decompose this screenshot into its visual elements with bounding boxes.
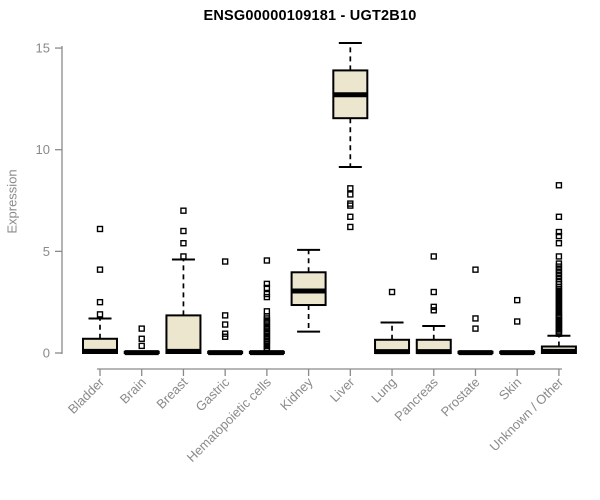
outlier-point-gastric (221, 312, 229, 319)
x-tick-label-lung: Lung (368, 375, 399, 406)
outlier-point-pancreas (430, 253, 437, 260)
x-tick-label-prostate: Prostate (438, 375, 483, 420)
x-tick-label-breast: Breast (153, 374, 190, 411)
outlier-point-breast (180, 240, 187, 247)
outlier-point-brain (138, 325, 145, 332)
outlier-point-unknown-other (555, 232, 563, 240)
outlier-point-liver (347, 200, 354, 207)
outlier-point-breast (180, 227, 187, 235)
outlier-point-unknown-other (555, 260, 563, 267)
outlier-point-pancreas (430, 288, 437, 296)
x-tick-label-bladder: Bladder (65, 374, 108, 417)
outlier-point-brain (138, 342, 145, 350)
outlier-point-pancreas (430, 303, 437, 311)
outlier-point-hematopoietic-cells (263, 308, 271, 315)
outlier-point-prostate (472, 325, 479, 332)
y-tick-label: 10 (36, 142, 50, 157)
outlier-point-bladder (96, 225, 104, 233)
y-tick-label: 0 (43, 346, 50, 361)
outlier-point-bladder (96, 266, 104, 273)
chart-title: ENSG00000109181 - UGT2B10 (203, 8, 417, 24)
outlier-point-pancreas (430, 307, 437, 314)
x-tick-label-skin: Skin (496, 375, 524, 403)
x-tick-label-brain: Brain (117, 375, 149, 407)
outlier-point-unknown-other (555, 253, 563, 260)
outlier-point-gastric (221, 330, 229, 337)
outlier-point-hematopoietic-cells (263, 280, 271, 288)
outlier-point-breast (180, 207, 187, 214)
outlier-point-gastric (221, 321, 229, 328)
outlier-point-brain (138, 335, 145, 342)
outlier-point-liver (347, 191, 354, 198)
outlier-point-unknown-other (555, 182, 563, 189)
outlier-point-prostate (472, 266, 479, 273)
outlier-point-skin (514, 318, 521, 325)
y-tick-label: 5 (43, 244, 50, 259)
outlier-point-liver (347, 223, 354, 231)
x-tick-label-unknown-other: Unknown / Other (486, 374, 566, 454)
outlier-point-liver (347, 185, 354, 192)
y-tick-label: 15 (36, 41, 50, 56)
outlier-point-hematopoietic-cells (263, 257, 271, 264)
outlier-point-unknown-other (555, 240, 563, 247)
x-tick-label-gastric: Gastric (193, 374, 233, 414)
outlier-point-unknown-other (555, 228, 563, 236)
outlier-point-bladder (96, 298, 104, 306)
box-breast (165, 314, 202, 354)
outlier-point-hematopoietic-cells (263, 284, 271, 292)
outlier-point-hematopoietic-cells (263, 290, 271, 298)
outlier-point-breast (180, 253, 187, 260)
outlier-point-lung (388, 288, 396, 296)
outlier-point-bladder (96, 311, 104, 318)
x-tick-label-liver: Liver (327, 374, 358, 405)
outlier-point-unknown-other (555, 213, 563, 220)
outlier-point-liver (347, 213, 354, 220)
outlier-point-gastric (221, 258, 229, 265)
x-tick-label-kidney: Kidney (277, 374, 316, 413)
x-tick-label-pancreas: Pancreas (391, 374, 441, 424)
outlier-point-prostate (472, 315, 479, 322)
outlier-point-skin (514, 296, 521, 304)
